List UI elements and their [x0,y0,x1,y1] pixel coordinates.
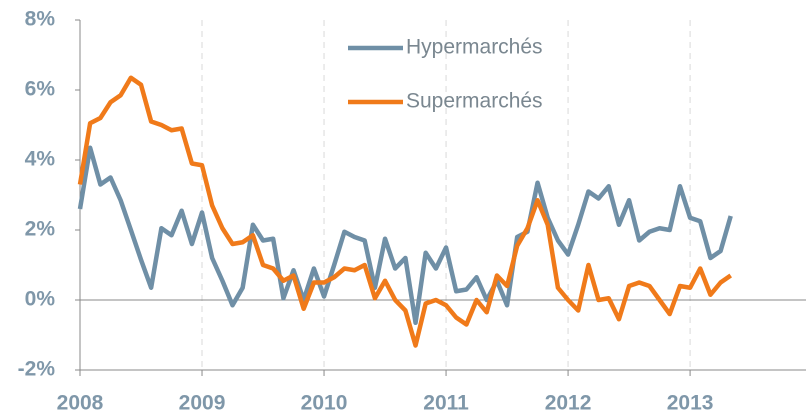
y-tick-label: 0% [25,288,56,311]
x-tick-label: 2008 [57,392,104,414]
line-series [77,145,733,325]
x-tick-label: 2010 [301,392,348,414]
legend-label: Supermarchés [406,90,543,113]
y-tick-label: 8% [25,8,56,31]
y-tick-label: -2% [18,358,56,381]
y-tick-label: 2% [25,218,56,241]
x-tick-label: 2013 [667,392,714,414]
x-tick-label: 2009 [179,392,226,414]
x-tick-label: 2011 [423,392,469,414]
y-tick-label: 4% [25,148,56,171]
line-series [77,75,732,348]
legend-label: Hypermarchés [406,36,543,59]
x-tick-label: 2012 [545,392,592,414]
y-tick-label: 6% [25,78,56,101]
